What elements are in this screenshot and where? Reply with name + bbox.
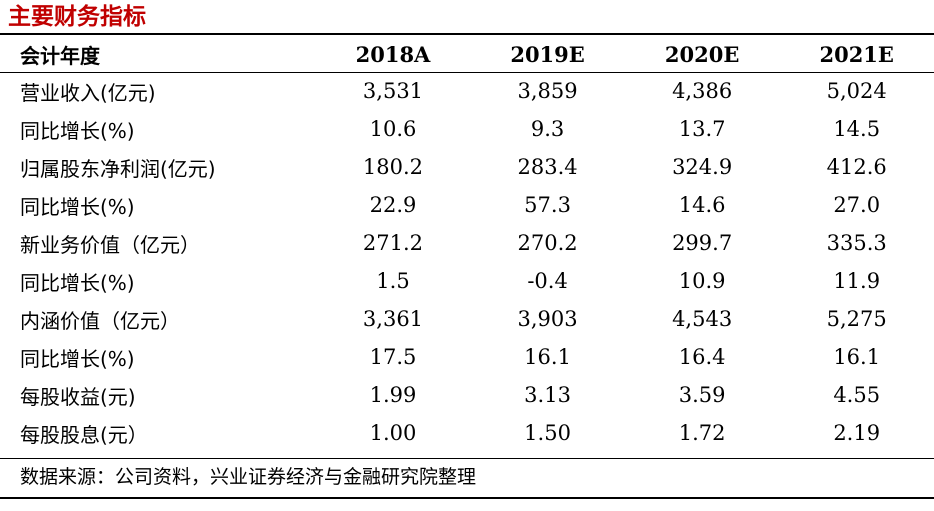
value-cell: 16.1 <box>833 345 881 369</box>
bottom-rule <box>0 497 934 499</box>
value-cell: 3,903 <box>517 307 578 331</box>
header-rule <box>0 72 934 73</box>
value-cell: 16.1 <box>524 345 571 369</box>
top-rule <box>0 33 934 35</box>
header-row: 会计年度 2018A 2019E 2020E 2021E <box>0 37 934 72</box>
value-cell: -0.4 <box>527 269 568 293</box>
table-row: 同比增长(%) 10.6 9.3 13.7 14.5 <box>0 110 934 148</box>
value-cell: 4,543 <box>672 307 733 331</box>
value-cell: 13.7 <box>678 117 726 141</box>
footer-rule <box>0 458 934 459</box>
year-header: 2021E <box>819 42 894 67</box>
value-cell: 3.13 <box>524 383 571 407</box>
row-label: 每股收益(元) <box>20 384 136 409</box>
year-header: 2020E <box>664 42 740 67</box>
value-cell: 324.9 <box>672 155 733 179</box>
value-cell: 14.5 <box>833 117 881 141</box>
value-cell: 16.4 <box>678 345 726 369</box>
row-label: 归属股东净利润(亿元) <box>20 156 216 181</box>
value-cell: 3,859 <box>517 79 578 103</box>
value-cell: 1.72 <box>678 421 726 445</box>
row-label: 同比增长(%) <box>20 118 135 143</box>
value-cell: 1.99 <box>369 383 417 407</box>
source-note: 数据来源：公司资料，兴业证券经济与金融研究院整理 <box>20 466 477 488</box>
table-row: 同比增长(%) 1.5 -0.4 10.9 11.9 <box>0 262 934 300</box>
row-label: 同比增长(%) <box>20 270 135 295</box>
row-label: 同比增长(%) <box>20 194 135 219</box>
row-label: 新业务价值（亿元） <box>20 232 200 257</box>
value-cell: 1.00 <box>369 421 417 445</box>
value-cell: 335.3 <box>826 231 887 255</box>
value-cell: 1.5 <box>376 269 410 293</box>
row-label: 每股股息(元） <box>20 422 148 447</box>
row-label: 内涵价值（亿元） <box>20 308 180 333</box>
value-cell: 412.6 <box>826 155 887 179</box>
header-label: 会计年度 <box>20 44 100 68</box>
value-cell: 5,275 <box>826 307 887 331</box>
value-cell: 10.6 <box>369 117 417 141</box>
value-cell: 9.3 <box>530 117 565 141</box>
value-cell: 22.9 <box>369 193 417 217</box>
table-row: 新业务价值（亿元） 271.2 270.2 299.7 335.3 <box>0 224 934 262</box>
row-label: 同比增长(%) <box>20 346 135 371</box>
value-cell: 14.6 <box>678 193 726 217</box>
value-cell: 4.55 <box>833 383 881 407</box>
table-row: 每股收益(元) 1.99 3.13 3.59 4.55 <box>0 376 934 414</box>
value-cell: 3,531 <box>362 79 424 103</box>
value-cell: 17.5 <box>369 345 417 369</box>
row-label: 营业收入(亿元) <box>20 80 156 105</box>
table-row: 归属股东净利润(亿元) 180.2 283.4 324.9 412.6 <box>0 148 934 186</box>
value-cell: 283.4 <box>517 155 578 179</box>
value-cell: 299.7 <box>672 231 733 255</box>
table-row: 内涵价值（亿元） 3,361 3,903 4,543 5,275 <box>0 300 934 338</box>
table-title: 主要财务指标 <box>8 4 146 30</box>
value-cell: 4,386 <box>672 79 733 103</box>
table-row: 营业收入(亿元) 3,531 3,859 4,386 5,024 <box>0 72 934 110</box>
year-header: 2019E <box>510 42 585 67</box>
value-cell: 1.50 <box>524 421 571 445</box>
value-cell: 180.2 <box>362 155 424 179</box>
value-cell: 271.2 <box>362 231 424 255</box>
value-cell: 2.19 <box>833 421 881 445</box>
table-row: 同比增长(%) 22.9 57.3 14.6 27.0 <box>0 186 934 224</box>
value-cell: 3.59 <box>678 383 726 407</box>
table-body: 营业收入(亿元) 3,531 3,859 4,386 5,024 同比增长(%) 10.6 9… <box>0 72 934 452</box>
value-cell: 27.0 <box>833 193 881 217</box>
value-cell: 3,361 <box>362 307 424 331</box>
value-cell: 270.2 <box>517 231 578 255</box>
value-cell: 11.9 <box>833 269 881 293</box>
value-cell: 5,024 <box>826 79 887 103</box>
table-row: 每股股息(元） 1.00 1.50 1.72 2.19 <box>0 414 934 452</box>
value-cell: 57.3 <box>524 193 571 217</box>
table-row: 同比增长(%) 17.5 16.1 16.4 16.1 <box>0 338 934 376</box>
year-header: 2018A <box>355 42 431 67</box>
value-cell: 10.9 <box>678 269 726 293</box>
financial-indicators-table: 会计年度 2018A 2019E 2020E 2021E 营业收入(亿元) 3,5… <box>0 37 934 452</box>
